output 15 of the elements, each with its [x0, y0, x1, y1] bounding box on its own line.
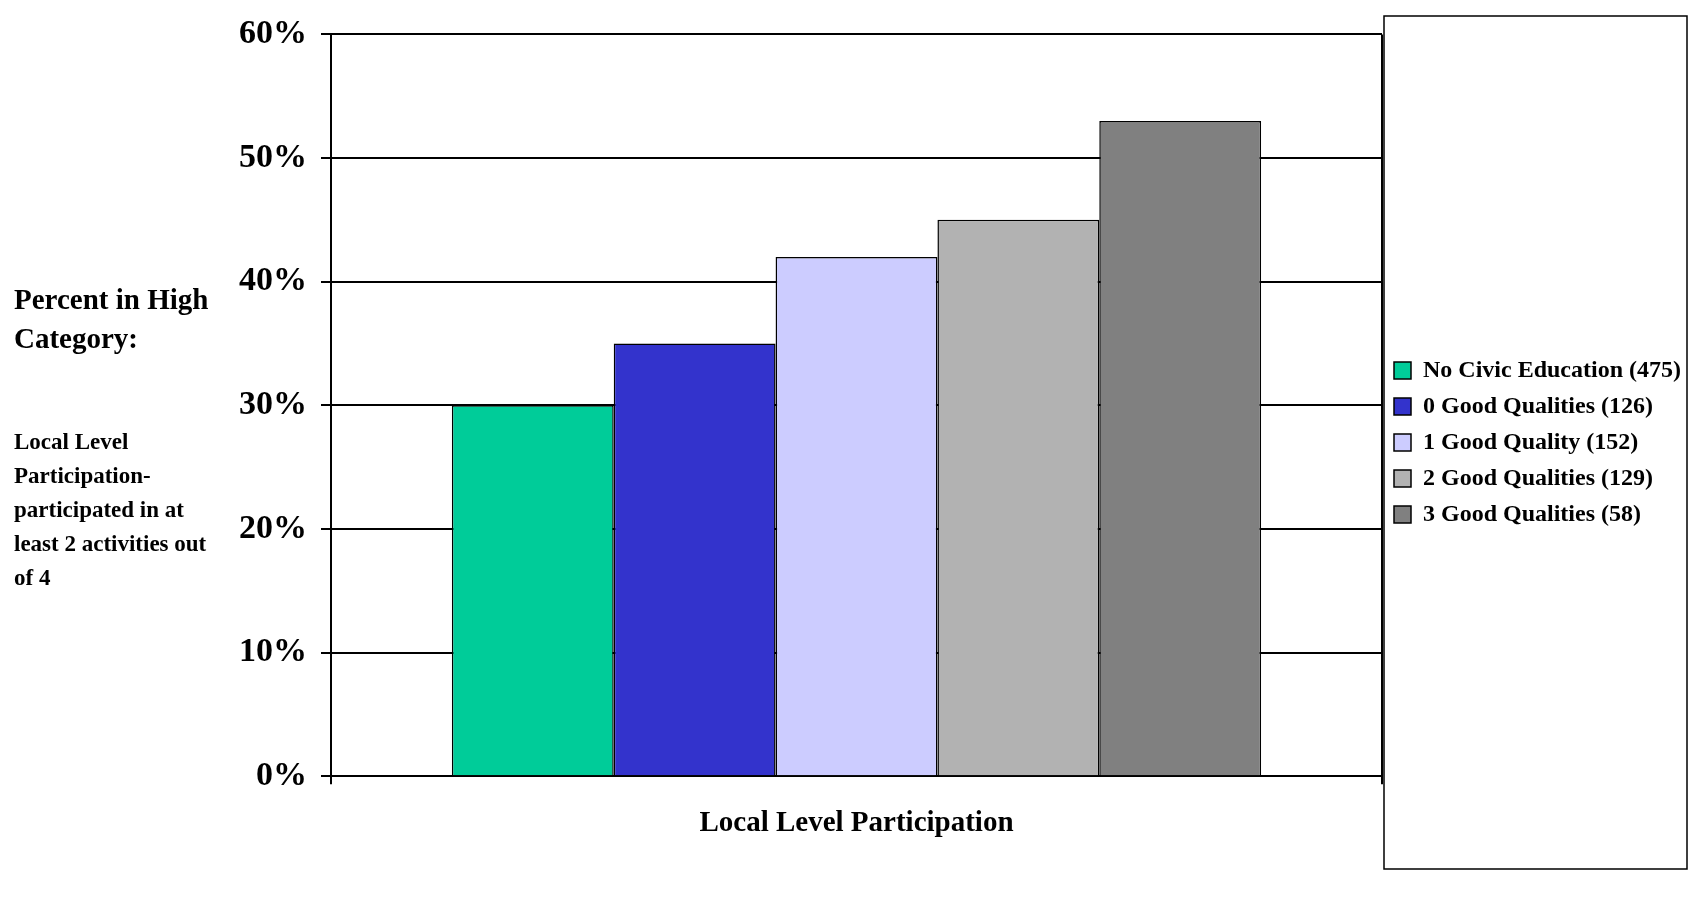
y-tick-label: 50%: [239, 136, 307, 174]
y-tick-label: 10%: [239, 631, 307, 669]
legend-label: No Civic Education (475): [1423, 355, 1681, 382]
legend-label: 2 Good Qualities (129): [1423, 463, 1654, 490]
y-tick-label: 30%: [239, 384, 307, 422]
legend-label: 0 Good Qualities (126): [1423, 391, 1654, 418]
y-tick-label: 40%: [239, 260, 307, 298]
y-axis-title: Percent in High Category:: [14, 282, 210, 356]
x-tick-label: Local Level Participation: [699, 805, 1014, 838]
y-tick-label: 60%: [239, 13, 307, 51]
legend-label: 3 Good Qualities (58): [1423, 499, 1642, 526]
y-tick-label: 20%: [239, 507, 307, 545]
y-tick-label: 0%: [256, 754, 307, 792]
text: Local Level Participation-participated in at least 2 activities out of 4: [14, 428, 208, 592]
legend-label: 1 Good Quality (152): [1423, 427, 1639, 454]
